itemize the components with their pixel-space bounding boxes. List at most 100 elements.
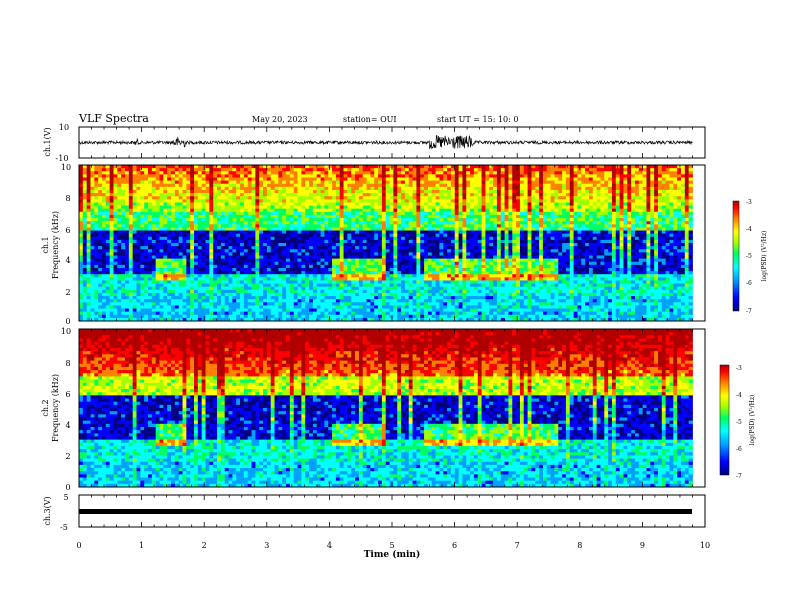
spectrogram-cell	[132, 236, 137, 241]
spectrogram-cell	[263, 165, 268, 169]
spectrogram-cell	[416, 211, 421, 216]
spectrogram-cell	[220, 302, 226, 306]
spectrogram-cell	[186, 261, 191, 266]
spectrogram-cell	[404, 258, 410, 263]
spectrogram-cell	[263, 289, 268, 294]
spectrogram-cell	[263, 286, 268, 291]
spectrogram-cell	[159, 202, 164, 206]
spectrogram-cell	[94, 277, 99, 281]
spectrogram-cell	[351, 311, 356, 316]
spectrogram-cell	[194, 283, 199, 288]
spectrogram-cell	[404, 221, 410, 225]
spectrogram-cell	[159, 296, 164, 300]
spectrogram-cell	[259, 239, 264, 244]
spectrogram-cell	[128, 168, 134, 172]
spectrogram-cell	[447, 177, 452, 181]
spectrogram-cell	[297, 208, 302, 213]
spectrogram-cell	[416, 180, 421, 185]
spectrogram-cell	[117, 305, 122, 309]
spectrogram-cell	[397, 258, 402, 263]
spectrogram-cell	[228, 274, 233, 278]
spectrogram-cell	[351, 252, 356, 256]
spectrogram-cell	[293, 308, 298, 313]
spectrogram-cell	[378, 296, 383, 300]
spectrogram-cell	[201, 261, 206, 266]
spectrogram-cell	[79, 292, 84, 297]
spectrogram-cell	[136, 271, 141, 275]
spectrogram-cell	[151, 233, 157, 238]
spectrogram-cell	[205, 302, 210, 306]
spectrogram-cell	[378, 267, 383, 272]
spectrogram-cell	[374, 236, 379, 241]
spectrogram-cell	[305, 224, 310, 228]
spectrogram-cell	[259, 274, 264, 278]
spectrogram-cell	[282, 283, 287, 288]
spectrogram-cell	[450, 283, 456, 288]
spectrogram-cell	[293, 214, 298, 219]
spectrogram-cell	[167, 280, 172, 284]
spectrogram-cell	[412, 224, 417, 228]
spectrogram-cell	[270, 165, 275, 169]
spectrogram-cell	[305, 280, 310, 284]
spectrogram-cell	[144, 202, 149, 206]
spectrogram-cell	[243, 314, 249, 319]
spectrogram-cell	[205, 252, 210, 256]
spectrogram-cell	[144, 180, 149, 185]
spectrogram-cell	[113, 224, 118, 228]
spectrogram-cell	[293, 236, 298, 241]
spectrogram-cell	[286, 227, 291, 231]
spectrogram-cell	[197, 286, 203, 291]
spectrogram-cell	[408, 280, 413, 284]
spectrogram-cell	[343, 177, 348, 181]
spectrogram-cell	[174, 214, 180, 219]
spectrogram-cell	[132, 211, 137, 216]
spectrogram-cell	[263, 186, 268, 191]
spectrogram-cell	[408, 292, 413, 297]
spectrogram-cell	[351, 171, 356, 175]
spectrogram-cell	[171, 243, 176, 247]
spectrogram-cell	[163, 180, 168, 185]
spectrogram-cell	[182, 227, 187, 231]
spectrogram-cell	[159, 193, 164, 197]
spectrogram-cell	[232, 205, 237, 210]
spectrogram-cell	[339, 267, 344, 272]
spectrogram-cell	[343, 249, 348, 253]
spectrogram-cell	[408, 311, 413, 316]
spectrogram-cell	[251, 258, 256, 263]
spectrogram-cell	[224, 299, 229, 303]
spectrogram-cell	[266, 314, 272, 319]
spectrogram-cell	[374, 286, 379, 291]
spectrogram-cell	[82, 236, 88, 241]
spectrogram-cell	[155, 236, 160, 241]
spectrogram-cell	[362, 180, 367, 185]
spectrogram-cell	[194, 168, 199, 172]
spectrogram-cell	[220, 196, 226, 200]
spectrogram-cell	[305, 271, 310, 275]
spectrogram-cell	[278, 183, 283, 188]
spectrogram-cell	[209, 239, 214, 244]
spectrogram-cell	[90, 227, 95, 231]
spectrogram-cell	[355, 224, 360, 228]
spectrogram-cell	[355, 243, 360, 247]
spectrogram-cell	[381, 214, 387, 219]
spectrogram-cell	[113, 252, 118, 256]
spectrogram-cell	[205, 236, 210, 241]
spectrogram-cell	[163, 214, 168, 219]
spectrogram-cell	[412, 218, 417, 222]
spectrogram-cell	[236, 227, 241, 231]
spectrogram-cell	[355, 227, 360, 231]
spectrogram-cell	[228, 271, 233, 275]
spectrogram-cell	[171, 208, 176, 213]
spectrogram-cell	[171, 255, 176, 259]
spectrogram-cell	[381, 199, 387, 203]
spectrogram-cell	[136, 258, 141, 263]
spectrogram-cell	[243, 211, 249, 216]
spectrogram-cell	[381, 205, 387, 210]
spectrogram-cell	[117, 249, 122, 253]
spectrogram-cell	[362, 199, 367, 203]
spectrogram-cell	[347, 236, 352, 241]
spectrogram-cell	[339, 289, 344, 294]
spectrogram-cell	[309, 283, 314, 288]
spectrogram-cell	[447, 292, 452, 297]
spectrogram-cell	[263, 317, 268, 322]
